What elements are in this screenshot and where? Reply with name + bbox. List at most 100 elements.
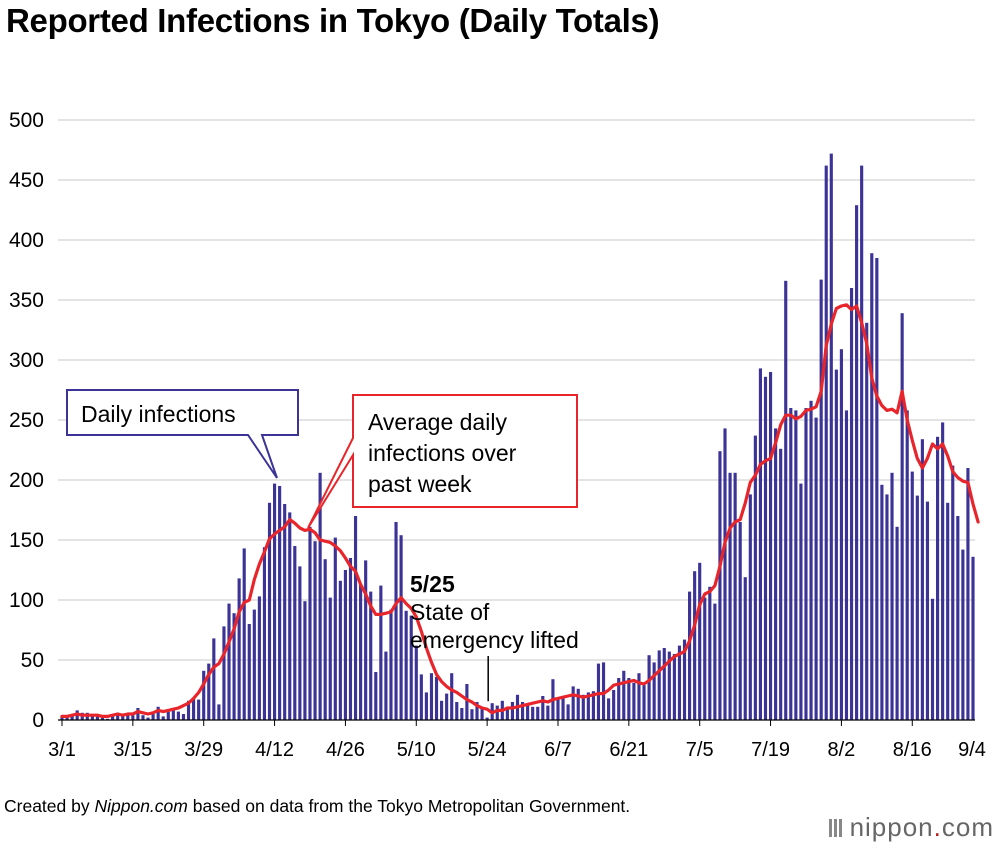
daily-bar <box>794 410 798 720</box>
daily-bar <box>860 165 864 721</box>
daily-bar <box>607 698 611 720</box>
daily-bar <box>318 472 322 720</box>
daily-bar <box>338 580 342 720</box>
daily-bar <box>374 672 378 720</box>
daily-bar <box>121 716 125 720</box>
daily-bar <box>90 716 94 720</box>
daily-bar <box>536 706 540 720</box>
brand-logo: nippon. com <box>828 812 994 843</box>
daily-bar <box>151 714 155 720</box>
emergency-lifted-annotation: 5/25 State of emergency lifted <box>410 571 579 702</box>
daily-bar <box>450 673 454 720</box>
daily-bar <box>966 468 970 720</box>
daily-bar <box>946 502 950 720</box>
daily-bar <box>849 288 854 720</box>
daily-bar <box>758 368 763 720</box>
x-tick-label: 8/2 <box>828 739 856 761</box>
daily-bar <box>202 670 206 720</box>
daily-bar <box>910 471 914 720</box>
daily-bar <box>126 714 130 720</box>
annotation-line-1: State of <box>410 599 490 625</box>
x-tick-label: 7/5 <box>686 739 714 761</box>
daily-bar <box>389 609 393 720</box>
daily-bar <box>272 483 277 720</box>
daily-bar <box>961 549 965 720</box>
daily-bar <box>485 717 489 720</box>
daily-bar <box>844 410 849 720</box>
daily-bar <box>768 372 773 720</box>
source-prefix: Created by <box>4 796 95 816</box>
daily-bar <box>885 494 889 720</box>
daily-bar <box>384 651 388 720</box>
daily-bar <box>556 698 560 720</box>
daily-bar <box>161 716 165 720</box>
daily-bar <box>181 714 186 720</box>
daily-bar <box>698 562 702 720</box>
daily-bar <box>951 465 955 720</box>
daily-bar <box>364 560 368 720</box>
daily-bar <box>865 322 869 720</box>
daily-bar <box>232 613 236 720</box>
daily-bar <box>480 706 484 720</box>
y-tick-label: 200 <box>9 469 44 492</box>
daily-bar <box>176 711 180 720</box>
daily-bar <box>936 436 940 720</box>
daily-bar <box>632 682 636 720</box>
daily-bar <box>237 578 241 720</box>
daily-bar <box>855 205 859 720</box>
daily-bar <box>379 585 383 720</box>
annotation-line-2: emergency lifted <box>410 627 579 653</box>
daily-bar <box>171 710 175 720</box>
daily-bar <box>95 716 99 720</box>
daily-bar <box>900 313 904 720</box>
daily-bar <box>399 535 403 720</box>
y-tick-label: 150 <box>9 529 44 552</box>
daily-bar <box>905 410 909 720</box>
daily-bar <box>424 692 428 720</box>
daily-bar <box>703 597 707 720</box>
daily-bar <box>156 706 160 720</box>
daily-bar <box>328 597 332 720</box>
daily-bar <box>434 676 439 720</box>
daily-callout-label: Daily infections <box>81 401 236 427</box>
daily-bar <box>313 541 317 720</box>
daily-bar <box>743 577 747 720</box>
daily-bar <box>192 698 196 720</box>
average-callout-line-3: past week <box>368 471 472 497</box>
daily-bar <box>414 645 418 720</box>
daily-bar <box>409 615 413 720</box>
daily-bar <box>733 472 737 720</box>
daily-bar <box>348 558 353 720</box>
daily-bar <box>141 715 145 720</box>
daily-bar <box>718 451 722 720</box>
daily-bar <box>834 369 838 720</box>
y-tick-label: 450 <box>9 169 44 192</box>
daily-bar <box>353 516 358 720</box>
x-tick-label: 9/4 <box>958 739 986 761</box>
daily-bar <box>581 694 585 720</box>
daily-bar <box>895 526 899 720</box>
x-tick-label: 3/29 <box>184 739 223 761</box>
daily-bar <box>429 673 434 720</box>
daily-bar <box>839 349 843 720</box>
chart-title: Reported Infections in Tokyo (Daily Tota… <box>6 2 660 39</box>
y-tick-label: 50 <box>21 649 44 672</box>
daily-bar <box>971 556 975 720</box>
daily-bar <box>708 586 712 720</box>
daily-callout-box <box>66 389 299 479</box>
daily-bar <box>713 603 717 720</box>
daily-bar <box>100 717 105 720</box>
daily-bar <box>637 673 641 720</box>
daily-bar <box>814 417 818 720</box>
daily-bar <box>667 651 671 720</box>
daily-bar <box>460 708 464 720</box>
daily-bar <box>642 685 646 720</box>
daily-bar <box>601 662 606 720</box>
daily-bar <box>870 253 874 720</box>
daily-bar <box>288 512 292 720</box>
daily-bar <box>369 591 373 720</box>
x-tick-label: 4/26 <box>326 739 365 761</box>
daily-bar <box>662 648 666 720</box>
x-tick-label: 6/7 <box>544 739 572 761</box>
daily-bars <box>60 153 975 721</box>
